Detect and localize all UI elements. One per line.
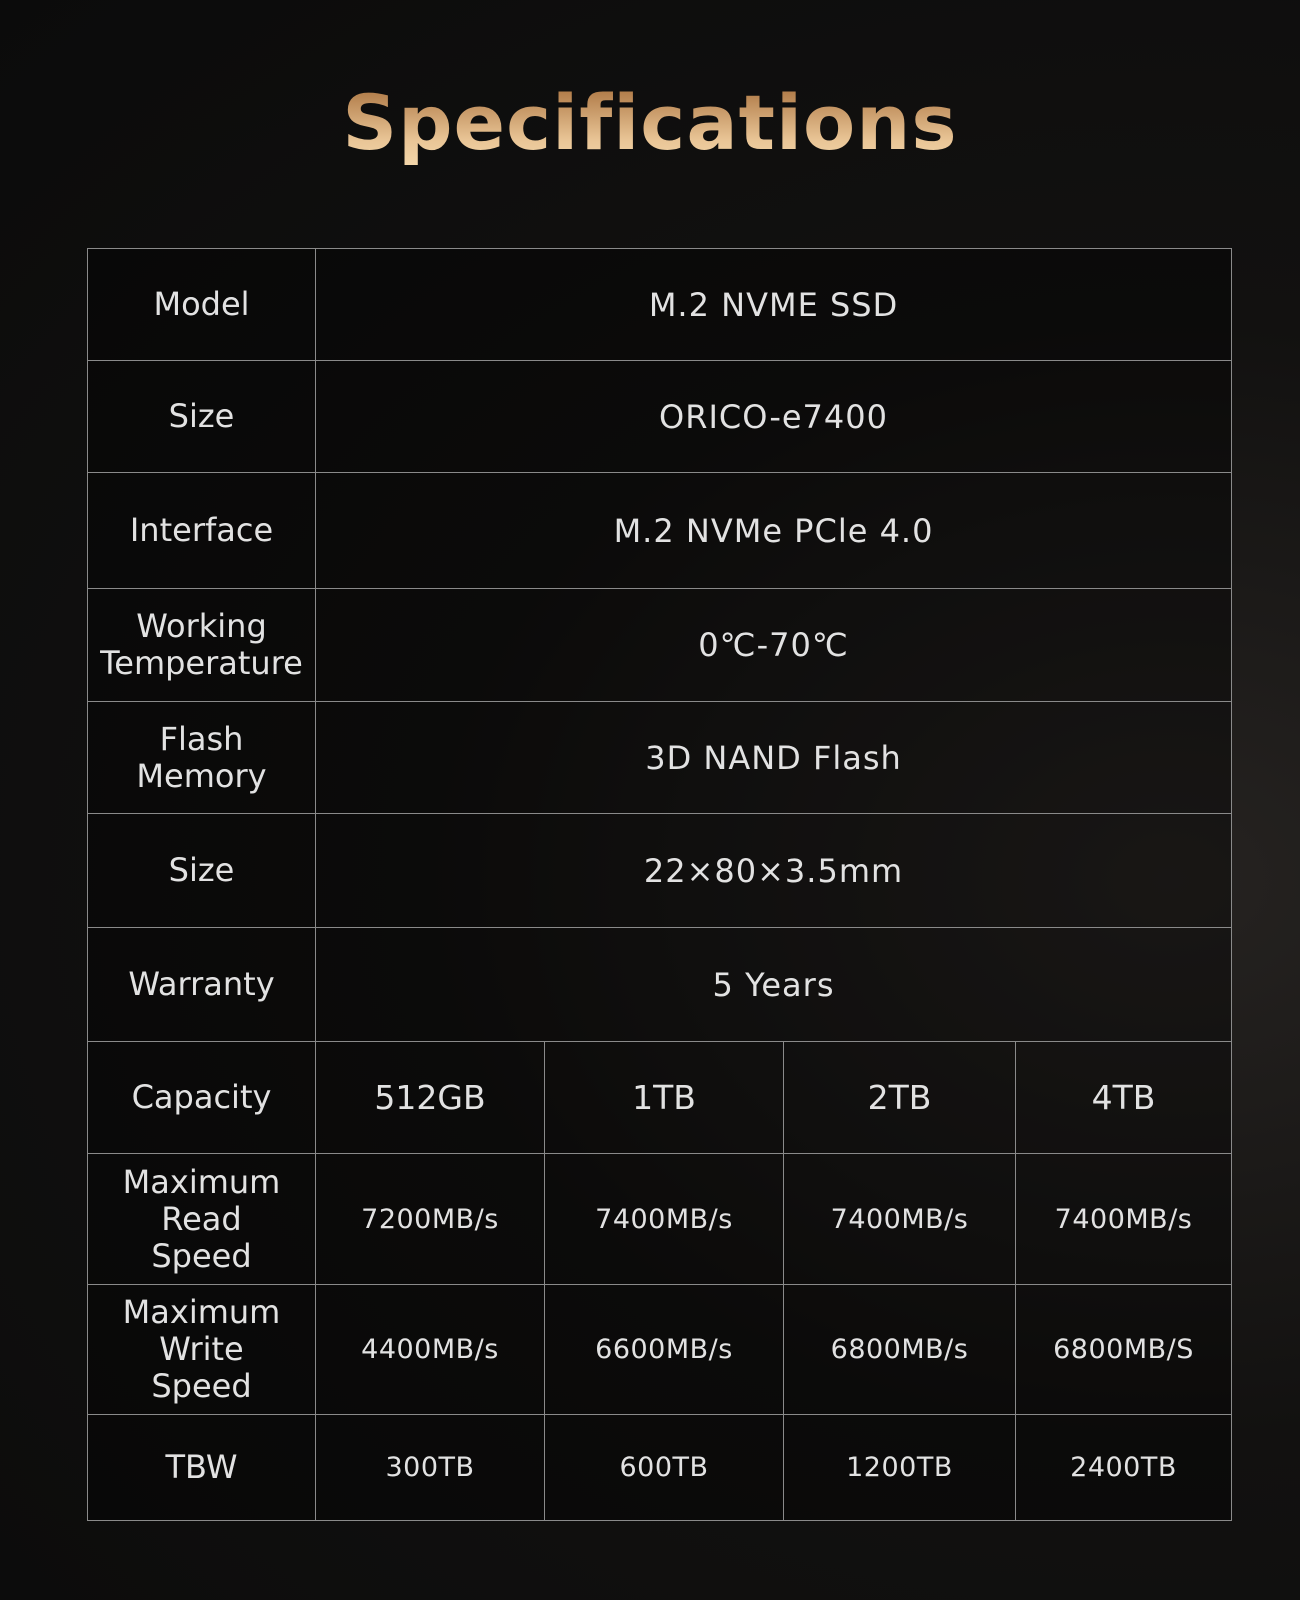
row-label: Model bbox=[87, 248, 316, 361]
specifications-table: Model M.2 NVME SSD Size ORICO-e7400 Inte… bbox=[87, 248, 1233, 1521]
capacity-cell: 512GB bbox=[315, 1041, 545, 1154]
read-speed-cell: 7400MB/s bbox=[544, 1153, 784, 1285]
spec-row-read-speed: Maximum Read Speed 7200MB/s 7400MB/s 740… bbox=[87, 1153, 1233, 1285]
row-label: Size bbox=[87, 813, 316, 928]
capacity-cell: 1TB bbox=[544, 1041, 784, 1154]
spec-row-temperature: Working Temperature 0℃-70℃ bbox=[87, 588, 1233, 702]
write-speed-cell: 6800MB/S bbox=[1014, 1284, 1233, 1415]
row-label: Interface bbox=[87, 472, 316, 589]
read-speed-cell: 7400MB/s bbox=[783, 1153, 1016, 1285]
row-label: Capacity bbox=[87, 1041, 316, 1154]
tbw-cell: 600TB bbox=[544, 1414, 784, 1521]
spec-row-size: Size ORICO-e7400 bbox=[87, 360, 1233, 473]
row-label: Flash Memory bbox=[87, 701, 316, 814]
spec-row-dimensions: Size 22×80×3.5mm bbox=[87, 813, 1233, 928]
row-value: M.2 NVMe PCle 4.0 bbox=[314, 472, 1233, 589]
row-value: 22×80×3.5mm bbox=[314, 813, 1233, 928]
spec-row-model: Model M.2 NVME SSD bbox=[87, 248, 1233, 361]
row-label: TBW bbox=[87, 1414, 316, 1521]
write-speed-cell: 6600MB/s bbox=[544, 1284, 784, 1415]
row-value: 0℃-70℃ bbox=[314, 588, 1233, 702]
tbw-cell: 300TB bbox=[315, 1414, 545, 1521]
spec-row-tbw: TBW 300TB 600TB 1200TB 2400TB bbox=[87, 1414, 1233, 1521]
row-label: Warranty bbox=[87, 927, 316, 1042]
row-value: M.2 NVME SSD bbox=[314, 248, 1233, 361]
row-value: 3D NAND Flash bbox=[314, 701, 1233, 814]
row-value: 5 Years bbox=[314, 927, 1233, 1042]
page-title: Specifications bbox=[0, 78, 1300, 167]
read-speed-cell: 7400MB/s bbox=[1014, 1153, 1233, 1285]
row-label: Working Temperature bbox=[87, 588, 316, 702]
spec-row-warranty: Warranty 5 Years bbox=[87, 927, 1233, 1042]
capacity-cell: 2TB bbox=[783, 1041, 1016, 1154]
row-label: Maximum Write Speed bbox=[87, 1284, 316, 1415]
tbw-cell: 1200TB bbox=[783, 1414, 1016, 1521]
spec-row-flash: Flash Memory 3D NAND Flash bbox=[87, 701, 1233, 814]
spec-row-write-speed: Maximum Write Speed 4400MB/s 6600MB/s 68… bbox=[87, 1284, 1233, 1415]
row-label: Maximum Read Speed bbox=[87, 1153, 316, 1285]
row-label: Size bbox=[87, 360, 316, 473]
tbw-cell: 2400TB bbox=[1014, 1414, 1233, 1521]
spec-row-capacity: Capacity 512GB 1TB 2TB 4TB bbox=[87, 1041, 1233, 1154]
capacity-cell: 4TB bbox=[1014, 1041, 1233, 1154]
spec-row-interface: Interface M.2 NVMe PCle 4.0 bbox=[87, 472, 1233, 589]
read-speed-cell: 7200MB/s bbox=[315, 1153, 545, 1285]
write-speed-cell: 4400MB/s bbox=[315, 1284, 545, 1415]
write-speed-cell: 6800MB/s bbox=[783, 1284, 1016, 1415]
row-value: ORICO-e7400 bbox=[314, 360, 1233, 473]
